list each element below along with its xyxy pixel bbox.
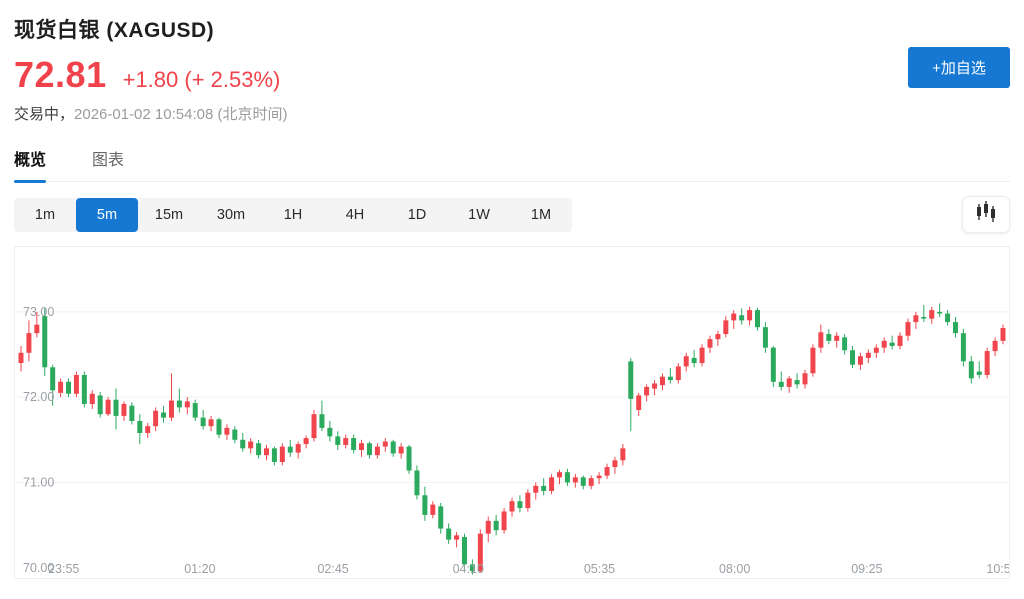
svg-text:08:00: 08:00 <box>719 562 750 576</box>
timeframe-button-1W[interactable]: 1W <box>468 207 490 223</box>
page-title: 现货白银 (XAGUSD) <box>14 19 215 42</box>
chart-type-button[interactable] <box>962 196 1010 233</box>
timeframe-button-1D[interactable]: 1D <box>407 207 427 223</box>
timeframe-bar: 1m 5m 15m 30m 1H 4H 1D 1W 1M <box>14 198 572 232</box>
timeframe-button-15m[interactable]: 15m <box>154 207 184 223</box>
trading-status-label: 交易中， <box>14 106 75 123</box>
candlestick-chart[interactable]: 73.00 72.00 71.00 70.00 23:55 01:20 02:45 04:10… <box>14 246 1010 579</box>
timeframe-button-1M[interactable]: 1M <box>530 207 552 223</box>
svg-text:10:50: 10:50 <box>986 562 1009 576</box>
svg-text:73.00: 73.00 <box>23 305 54 319</box>
timeframe-button-5m[interactable]: 5m <box>76 198 138 232</box>
svg-text:04:10: 04:10 <box>453 562 484 576</box>
svg-text:09:25: 09:25 <box>851 562 882 576</box>
svg-text:01:20: 01:20 <box>184 562 215 576</box>
timeframe-row: 1m 5m 15m 30m 1H 4H 1D 1W 1M <box>14 196 1010 233</box>
svg-text:05:35: 05:35 <box>584 562 615 576</box>
last-price: 72.81 <box>14 54 107 95</box>
candlestick-icon <box>974 200 998 229</box>
trading-status: 交易中，2026-01-02 10:54:08 (北京时间) <box>14 103 1010 124</box>
timeframe-button-1H[interactable]: 1H <box>283 207 303 223</box>
svg-text:02:45: 02:45 <box>317 562 348 576</box>
tab-bar: 概览 图表 <box>14 146 1010 183</box>
trading-status-time: 2026-01-02 10:54:08 (北京时间) <box>74 106 288 123</box>
grid-lines <box>15 311 1009 483</box>
price-change: +1.80 (+ 2.53%) <box>122 67 281 92</box>
tab-概览[interactable]: 概览 <box>14 146 47 183</box>
svg-text:72.00: 72.00 <box>23 390 54 404</box>
candles <box>18 303 1006 575</box>
timeframe-button-1m[interactable]: 1m <box>34 207 56 223</box>
svg-text:71.00: 71.00 <box>23 475 54 489</box>
price-row: 72.81 +1.80 (+ 2.53%) <box>14 54 1010 96</box>
svg-text:70.00: 70.00 <box>23 561 54 575</box>
timeframe-button-4H[interactable]: 4H <box>345 207 365 223</box>
tab-图表[interactable]: 图表 <box>92 152 125 169</box>
add-watchlist-button[interactable]: +加自选 <box>908 47 1010 88</box>
timeframe-button-30m[interactable]: 30m <box>216 207 246 223</box>
svg-text:23:55: 23:55 <box>48 562 79 576</box>
